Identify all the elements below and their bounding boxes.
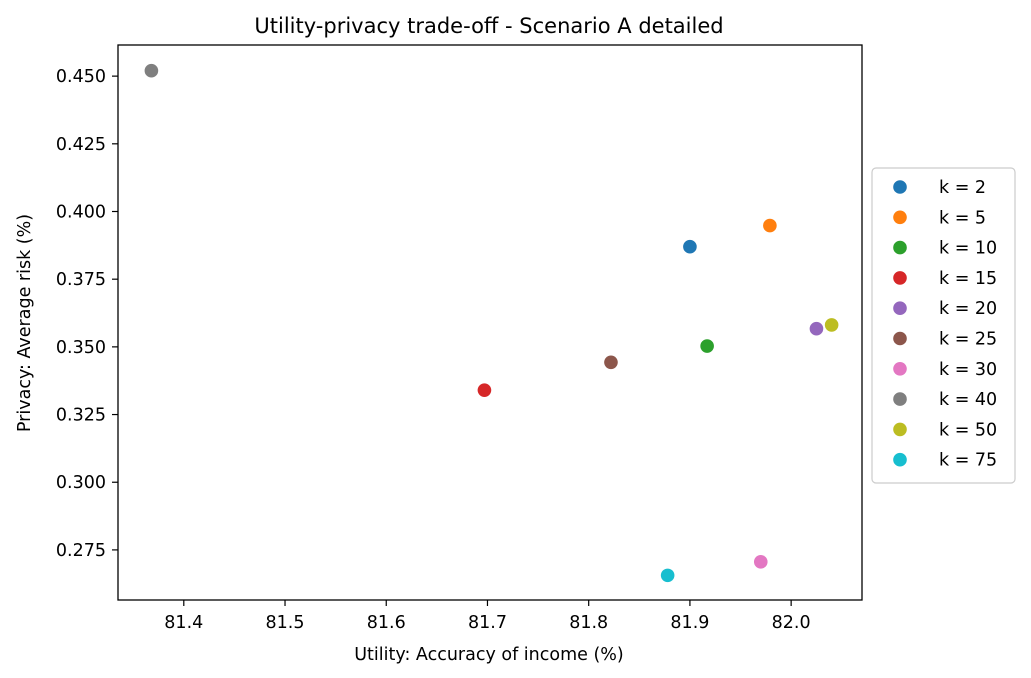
y-axis-label: Privacy: Average risk (%) <box>15 214 35 432</box>
legend-label: k = 5 <box>939 208 986 228</box>
legend-marker <box>893 210 907 225</box>
legend-marker <box>893 180 907 194</box>
y-tick-label: 0.425 <box>56 135 106 155</box>
data-point <box>809 321 824 336</box>
data-point <box>683 239 697 254</box>
data-point <box>700 339 714 353</box>
x-axis-label: Utility: Accuracy of income (%) <box>354 645 624 665</box>
legend-marker <box>893 392 907 406</box>
data-point <box>753 555 768 569</box>
x-tick-label: 81.9 <box>670 613 709 633</box>
legend-marker <box>893 362 907 376</box>
data-point <box>763 218 777 233</box>
legend-marker <box>893 422 907 437</box>
legend-marker <box>893 240 907 255</box>
legend-label: k = 75 <box>939 451 997 471</box>
y-axis-ticks: 0.275 0.300 0.325 0.350 0.375 0.400 0.425 0.450 <box>56 67 118 561</box>
y-tick-label: 0.325 <box>56 406 106 426</box>
x-tick-label: 82.0 <box>772 613 811 633</box>
legend-label: k = 30 <box>939 360 997 380</box>
legend-marker <box>893 331 907 346</box>
y-tick-label: 0.350 <box>56 338 106 358</box>
legend-label: k = 2 <box>939 178 986 198</box>
data-point <box>604 355 618 370</box>
x-tick-label: 81.8 <box>569 613 608 633</box>
legend-label: k = 20 <box>939 299 997 319</box>
data-point <box>477 383 492 397</box>
y-tick-label: 0.300 <box>56 473 106 493</box>
y-tick-label: 0.275 <box>56 541 106 561</box>
data-point <box>144 63 159 78</box>
data-point <box>824 318 839 332</box>
legend-box <box>871 167 1016 484</box>
plot-area <box>117 44 863 601</box>
x-tick-label: 81.5 <box>266 613 305 633</box>
x-tick-label: 81.6 <box>367 613 406 633</box>
legend-label: k = 10 <box>939 239 997 259</box>
legend: k = 2 k = 5 k = 10 k = 15 k = 20 k = 25 k = 30… <box>871 167 1016 484</box>
chart-title: Utility-privacy trade-off - Scenario A d… <box>254 14 723 38</box>
legend-label: k = 40 <box>939 390 997 410</box>
legend-marker <box>893 452 907 467</box>
data-point <box>660 568 675 583</box>
plot-frame <box>117 44 863 601</box>
data-points <box>144 63 839 583</box>
legend-marker <box>893 271 907 285</box>
x-tick-label: 81.4 <box>164 613 203 633</box>
y-tick-label: 0.375 <box>56 270 106 290</box>
legend-label: k = 50 <box>939 420 997 440</box>
legend-label: k = 15 <box>939 269 997 289</box>
legend-marker <box>893 301 907 316</box>
x-tick-label: 81.7 <box>468 613 507 633</box>
x-axis-ticks: 81.4 81.5 81.6 81.7 81.8 81.9 82.0 <box>164 600 811 633</box>
y-tick-label: 0.400 <box>56 203 106 223</box>
y-tick-label: 0.450 <box>56 67 106 87</box>
legend-label: k = 25 <box>939 330 997 350</box>
